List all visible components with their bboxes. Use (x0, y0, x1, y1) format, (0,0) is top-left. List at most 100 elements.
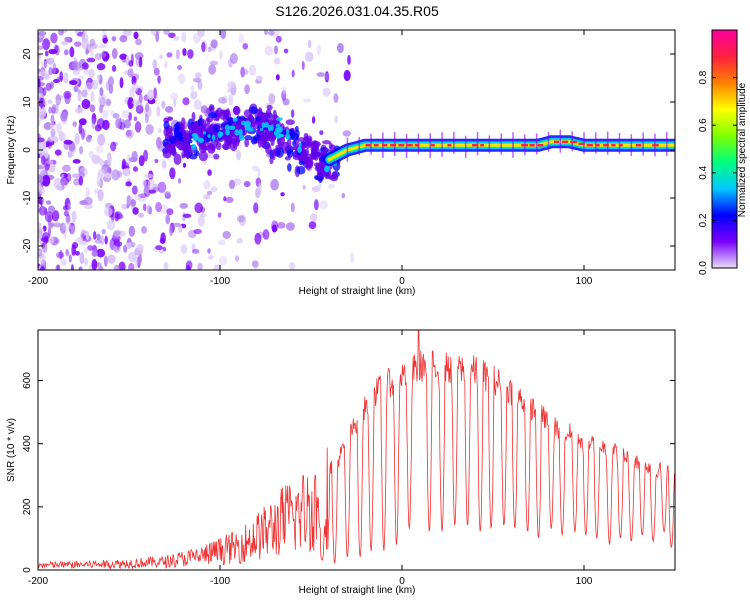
noise-speckle (91, 79, 99, 90)
carrier-peak-mark (586, 144, 594, 147)
noise-speckle (227, 88, 231, 94)
noise-speckle (132, 166, 138, 172)
noise-speckle (128, 225, 136, 237)
noise-speckle (60, 111, 68, 122)
noise-speckle (77, 93, 82, 102)
signal-core (225, 129, 230, 136)
noise-speckle (78, 172, 85, 178)
noise-speckle (309, 213, 318, 222)
noise-speckle (73, 61, 81, 71)
noise-speckle (99, 235, 105, 246)
snr-y-ticks: 0 200 400 600 (22, 372, 675, 573)
noise-speckle (45, 70, 49, 79)
noise-speckle (103, 255, 108, 267)
noise-speckle (220, 30, 227, 40)
noise-speckle (126, 195, 132, 207)
noise-speckle (49, 56, 54, 69)
noise-speckle (322, 87, 331, 97)
signal-blob (191, 111, 196, 122)
noise-speckle (343, 69, 351, 82)
noise-speckle (71, 210, 77, 223)
noise-speckle (333, 93, 339, 104)
noise-speckle (264, 30, 268, 36)
noise-speckle (137, 212, 145, 218)
carrier-peak-mark (619, 144, 623, 147)
noise-speckle (89, 104, 96, 113)
signal-core (276, 117, 283, 122)
noise-speckle (177, 178, 182, 184)
noise-speckle (159, 54, 163, 60)
signal-blob (257, 107, 263, 119)
noise-speckle (255, 75, 263, 82)
noise-speckle (79, 241, 89, 246)
signal-core (237, 129, 243, 136)
noise-speckle (63, 90, 72, 99)
noise-speckle (173, 98, 177, 107)
noise-speckle (132, 99, 139, 106)
carrier-peak-mark (611, 144, 616, 147)
noise-speckle (102, 119, 110, 131)
spectrogram-x-tick-label: -200 (28, 276, 48, 287)
noise-speckle (193, 99, 202, 110)
noise-speckle (46, 160, 54, 165)
noise-speckle (267, 30, 275, 36)
noise-speckle (182, 162, 187, 168)
noise-speckle (38, 55, 41, 66)
snr-y-tick-label: 200 (22, 498, 33, 515)
signal-blob (305, 153, 313, 162)
noise-speckle (53, 44, 59, 54)
noise-speckle (165, 213, 171, 225)
noise-speckle (98, 104, 104, 114)
noise-speckle (48, 163, 56, 173)
noise-speckle (68, 80, 78, 86)
noise-speckle (161, 100, 166, 109)
noise-speckle (271, 220, 279, 233)
noise-speckle (90, 90, 95, 102)
snr-background (38, 330, 675, 570)
noise-speckle (55, 122, 62, 134)
noise-speckle (302, 98, 312, 103)
noise-speckle (316, 72, 325, 77)
spectrogram-y-axis-label: Frequency (Hz) (6, 116, 17, 185)
signal-core (234, 129, 240, 136)
signal-blob (286, 138, 292, 149)
noise-speckle (182, 97, 190, 106)
signal-blob (310, 147, 317, 155)
noise-speckle (209, 60, 219, 66)
signal-blob (182, 143, 192, 152)
noise-speckle (61, 180, 65, 187)
noise-speckle (87, 245, 94, 251)
noise-speckle (121, 109, 130, 119)
noise-speckle (38, 137, 45, 143)
figure-title: S126.2026.031.04.35.R05 (275, 3, 439, 19)
noise-speckle (130, 242, 136, 248)
noise-speckle (138, 56, 143, 68)
noise-speckle (121, 162, 130, 169)
noise-speckle (102, 109, 109, 119)
noise-speckle (38, 75, 44, 81)
noise-speckle (41, 242, 46, 249)
noise-speckle (127, 97, 135, 110)
snr-y-tick-label: 400 (22, 435, 33, 452)
carrier-peak-mark (406, 144, 413, 147)
noise-speckle (350, 251, 355, 264)
snr-frame (37, 329, 676, 571)
noise-speckle (105, 53, 110, 60)
noise-speckle (60, 40, 69, 46)
noise-speckle (302, 184, 306, 190)
signal-blob (173, 153, 182, 165)
signal-blob (301, 142, 307, 149)
noise-speckle (51, 210, 60, 222)
noise-speckle (126, 154, 131, 166)
noise-speckle (42, 87, 47, 96)
signal-blob (187, 124, 193, 130)
signal-core (298, 142, 302, 147)
noise-speckle (70, 264, 75, 270)
noise-speckle (85, 48, 89, 55)
noise-speckle (316, 44, 321, 56)
signal-blob (285, 119, 295, 126)
noise-speckle (38, 119, 41, 126)
carrier-peak-mark (553, 140, 559, 144)
noise-speckle (55, 93, 62, 106)
signal-blob (286, 148, 294, 158)
